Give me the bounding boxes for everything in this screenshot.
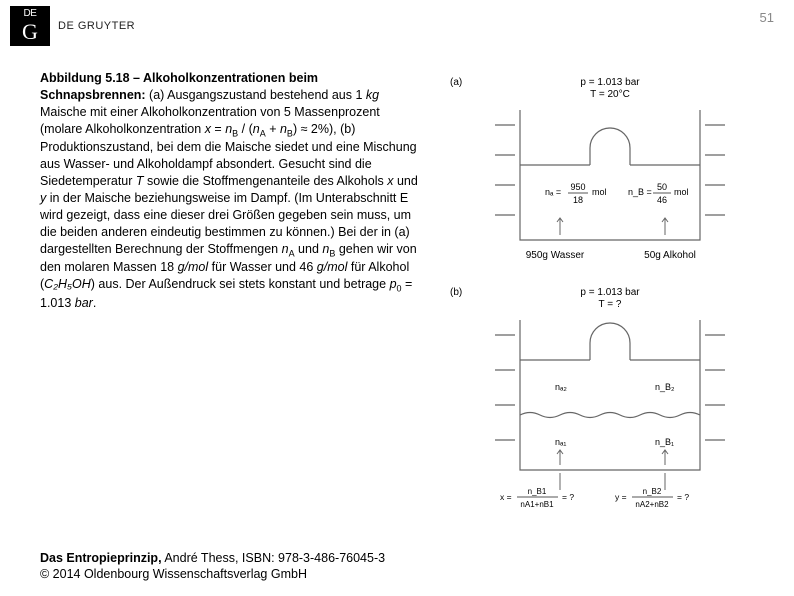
unit: bar <box>75 296 93 310</box>
footer: Das Entropieprinzip, André Thess, ISBN: … <box>40 550 385 583</box>
footer-title: Das Entropieprinzip, <box>40 551 162 565</box>
y-label: y = <box>615 492 627 502</box>
svg-text:n_B2: n_B2 <box>643 487 662 496</box>
logo-top: DE <box>24 9 37 19</box>
panel-b-label: (b) <box>450 287 462 298</box>
svg-text:= ?: = ? <box>677 492 689 502</box>
caption-text: + <box>266 122 280 136</box>
footer-rest: André Thess, ISBN: 978-3-486-76045-3 <box>162 551 386 565</box>
header: DE G DE GRUYTER <box>0 0 794 52</box>
nb1-label: n_B₁ <box>655 437 674 447</box>
nb2-label: n_B₂ <box>655 382 675 392</box>
svg-text:n_B1: n_B1 <box>528 487 547 496</box>
nb-label: n_B = <box>628 187 652 197</box>
mol-a: mol <box>592 187 607 197</box>
logo-bottom: G <box>22 21 38 43</box>
na-den: 18 <box>573 195 583 205</box>
figure-column: (a) p = 1.013 bar T = 20°C nₐ = 950 18 m… <box>420 70 764 520</box>
caption-text: sowie die Stoffmengenanteile des Alkohol… <box>144 174 388 188</box>
na-label: nₐ = <box>545 187 561 197</box>
na2-label: nₐ₂ <box>555 382 567 392</box>
nb-den: 46 <box>657 195 667 205</box>
panel-a-label: (a) <box>450 77 462 88</box>
var: n <box>253 122 260 136</box>
unit: kg <box>366 88 379 102</box>
publisher-name: DE GRUYTER <box>58 20 135 32</box>
alcohol-label: 50g Alkohol <box>644 250 696 261</box>
unit: g/mol <box>317 260 348 274</box>
caption-text: ) aus. Der Außendruck sei stets konstant… <box>91 277 390 291</box>
formula: C₂H₅OH <box>44 277 91 291</box>
panel-a-p: p = 1.013 bar <box>580 77 640 88</box>
var: T <box>136 174 144 188</box>
container-a <box>495 110 725 240</box>
caption-text: = <box>211 122 225 136</box>
svg-text:nA1+nB1: nA1+nB1 <box>520 500 554 509</box>
var: n <box>280 122 287 136</box>
unit: g/mol <box>178 260 209 274</box>
na-num: 950 <box>570 182 585 192</box>
caption-text: und <box>393 174 417 188</box>
water-label: 950g Wasser <box>526 250 585 261</box>
page-number: 51 <box>760 10 774 25</box>
svg-text:nA2+nB2: nA2+nB2 <box>635 500 669 509</box>
panel-a-t: T = 20°C <box>590 89 630 100</box>
nb-num: 50 <box>657 182 667 192</box>
na1-label: nₐ₁ <box>555 437 566 447</box>
footer-line2: © 2014 Oldenbourg Wissenschaftsverlag Gm… <box>40 566 385 582</box>
caption-text: (a) Ausgangszustand bestehend aus 1 <box>146 88 366 102</box>
footer-line1: Das Entropieprinzip, André Thess, ISBN: … <box>40 550 385 566</box>
x-label: x = <box>500 492 512 502</box>
caption-text: / ( <box>238 122 253 136</box>
panel-b-t: T = ? <box>599 299 622 310</box>
var: p <box>390 277 397 291</box>
arrows-a <box>557 218 668 235</box>
caption-text: . <box>93 296 96 310</box>
publisher-logo: DE G <box>10 6 50 46</box>
panel-b-p: p = 1.013 bar <box>580 287 640 298</box>
schematic-diagram: (a) p = 1.013 bar T = 20°C nₐ = 950 18 m… <box>440 70 740 520</box>
svg-text:= ?: = ? <box>562 492 574 502</box>
figure-caption: Abbildung 5.18 – Alkoholkonzentrationen … <box>40 70 420 520</box>
caption-text: und <box>295 242 323 256</box>
container-b <box>495 320 725 470</box>
mol-b: mol <box>674 187 689 197</box>
caption-text: für Wasser und 46 <box>208 260 317 274</box>
var: n <box>282 242 289 256</box>
content: Abbildung 5.18 – Alkoholkonzentrationen … <box>0 52 794 520</box>
